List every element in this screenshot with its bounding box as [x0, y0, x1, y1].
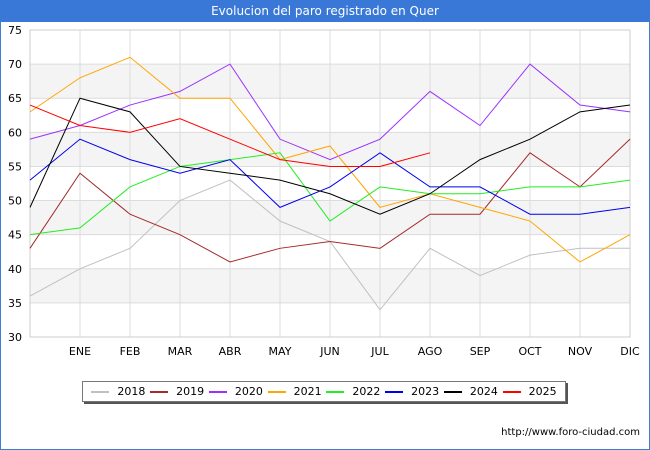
legend-swatch	[443, 390, 462, 393]
line-chart: 30 35 40 45 50 55 60 65 70 75 ENE FEB MAR ABR MAY JUN JU…	[8, 24, 640, 358]
y-tick-label: 65	[8, 92, 22, 105]
chart-title: Evolucion del paro registrado en Quer	[0, 0, 650, 22]
legend-swatch	[326, 390, 345, 393]
series-line-2021	[29, 56, 631, 263]
legend-item-2022: 2022	[326, 385, 380, 398]
x-tick-label: JUN	[319, 345, 340, 358]
legend-swatch	[91, 390, 110, 393]
series-line-2025	[29, 104, 431, 167]
legend-label: 2024	[469, 385, 498, 398]
legend-swatch	[502, 390, 521, 393]
legend-swatch	[267, 390, 286, 393]
legend-swatch	[385, 390, 404, 393]
x-tick-label: MAR	[168, 345, 193, 358]
series-line-2019	[29, 138, 631, 263]
y-tick-label: 50	[8, 195, 22, 208]
y-tick-label: 45	[8, 229, 22, 242]
plot-border	[29, 29, 631, 338]
x-tick-label: ENE	[69, 345, 91, 358]
chart-legend: 2018 2019 2020 2021 2022 2023 2024 2025	[82, 381, 566, 402]
legend-item-2023: 2023	[385, 385, 439, 398]
y-tick-label: 75	[8, 24, 22, 37]
series-line-2022	[29, 152, 631, 236]
series-line-2024	[29, 97, 631, 215]
y-tick-label: 35	[8, 297, 22, 310]
legend-item-2018: 2018	[91, 385, 145, 398]
legend-item-2020: 2020	[208, 385, 263, 398]
x-tick-label: JUL	[370, 345, 389, 358]
y-tick-label: 70	[8, 58, 22, 71]
y-tick-label: 30	[8, 331, 22, 344]
legend-swatch	[208, 390, 227, 393]
legend-label: 2025	[528, 385, 557, 398]
legend-item-2019: 2019	[150, 385, 204, 398]
y-tick-label: 55	[8, 160, 22, 173]
series-line-2023	[29, 138, 631, 215]
x-tick-label: DIC	[620, 345, 640, 358]
legend-item-2021: 2021	[267, 385, 322, 398]
legend-label: 2022	[352, 385, 381, 398]
legend-label: 2020	[234, 385, 263, 398]
x-tick-label: OCT	[518, 345, 541, 358]
legend-label: 2023	[411, 385, 440, 398]
series-line-2020	[29, 63, 631, 161]
legend-item-2024: 2024	[443, 385, 498, 398]
legend-item-2025: 2025	[502, 385, 557, 398]
x-tick-label: ABR	[219, 345, 242, 358]
x-tick-label: FEB	[120, 345, 141, 358]
legend-swatch	[150, 390, 169, 393]
y-tick-label: 60	[8, 126, 22, 139]
source-url: http://www.foro-ciudad.com	[501, 427, 640, 438]
x-tick-label: SEP	[470, 345, 491, 358]
x-tick-label: AGO	[418, 345, 443, 358]
legend-label: 2021	[293, 385, 322, 398]
x-tick-label: MAY	[269, 345, 292, 358]
legend-label: 2018	[117, 385, 146, 398]
legend-label: 2019	[176, 385, 205, 398]
x-tick-label: NOV	[568, 345, 593, 358]
y-tick-label: 40	[8, 263, 22, 276]
